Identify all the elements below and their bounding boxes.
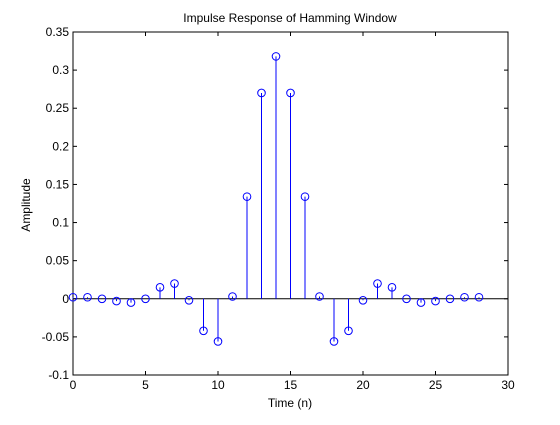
stems — [68, 52, 484, 346]
y-tick-label: -0.05 — [42, 330, 70, 344]
x-tick-label: 15 — [284, 378, 298, 392]
x-tick-label: 25 — [429, 378, 443, 392]
stem-marker — [184, 296, 194, 305]
y-tick-label: 0.2 — [52, 139, 69, 153]
stem-marker — [329, 337, 339, 346]
x-tick-label: 30 — [501, 378, 515, 392]
stem-marker — [358, 296, 368, 305]
stem-marker — [344, 326, 353, 336]
x-tick-label: 10 — [211, 378, 225, 392]
stem-marker — [373, 279, 382, 288]
y-tick-label: 0.3 — [52, 63, 69, 77]
stem-marker — [300, 192, 310, 201]
stem-marker — [141, 294, 150, 304]
y-tick-label: 0.25 — [46, 101, 70, 115]
stem-marker — [257, 88, 266, 98]
y-tick-label: -0.1 — [48, 368, 69, 382]
y-tick-label: 0.1 — [52, 216, 69, 230]
stem-marker — [228, 292, 237, 301]
stem-marker — [242, 192, 252, 201]
stem-marker — [112, 296, 121, 306]
y-tick-label: 0 — [62, 292, 69, 306]
y-axis-label: Amplitude — [19, 178, 33, 232]
x-tick-label: 0 — [70, 378, 77, 392]
stem-marker — [387, 283, 397, 292]
stem-marker — [126, 298, 136, 307]
stem-marker — [213, 337, 223, 346]
x-axis-label: Time (n) — [268, 396, 312, 410]
stem-marker — [315, 292, 324, 301]
stem-marker — [271, 52, 281, 61]
y-tick-label: 0.35 — [46, 25, 70, 39]
stem-marker — [286, 88, 295, 98]
x-tick-label: 5 — [142, 378, 149, 392]
stem-marker — [83, 292, 92, 302]
stem-marker — [416, 298, 426, 307]
chart-title: Impulse Response of Hamming Window — [183, 11, 397, 25]
axes: 0 5 10 15 20 25 30 -0.1 -0.05 0 0.05 0.1 0.15 0.2 0.25… — [42, 25, 515, 392]
stem-marker — [402, 294, 411, 304]
y-tick-label: 0.05 — [46, 254, 70, 268]
stem-marker — [170, 279, 179, 288]
stem-marker — [445, 294, 455, 304]
x-tick-label: 20 — [356, 378, 370, 392]
stem-marker — [474, 292, 484, 302]
stem-marker — [155, 283, 165, 292]
stem-marker — [199, 326, 208, 336]
stem-marker — [68, 292, 78, 302]
stem-marker — [431, 296, 440, 306]
stem-marker — [97, 294, 107, 304]
stem-marker — [460, 292, 469, 302]
y-tick-label: 0.15 — [46, 177, 70, 191]
